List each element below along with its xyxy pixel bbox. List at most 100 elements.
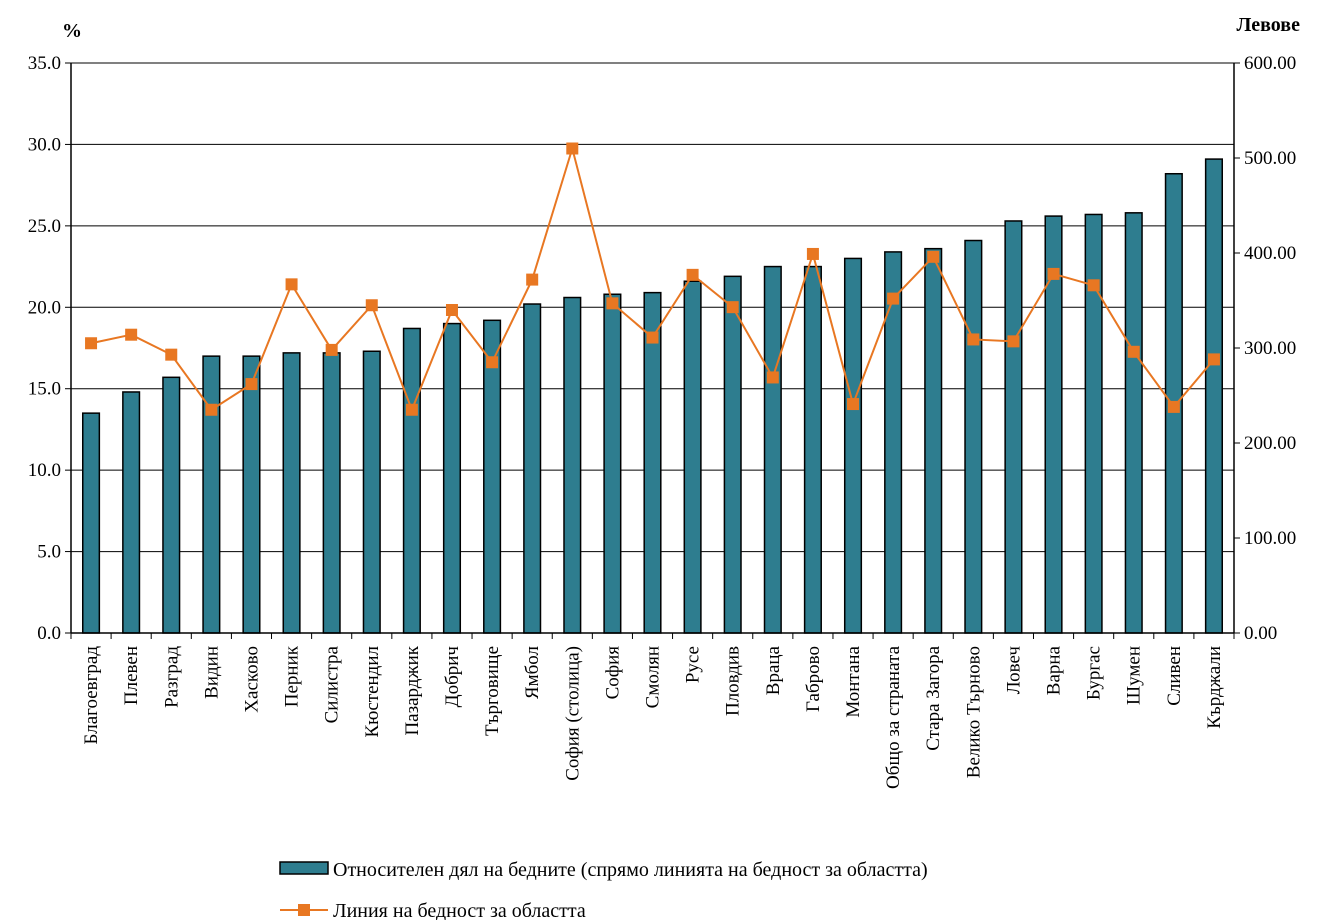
right-tick-label: 500.00 xyxy=(1244,148,1296,169)
line-point xyxy=(686,268,699,281)
category-label: София xyxy=(602,646,623,700)
line-point xyxy=(887,292,900,305)
category-label: София (столица) xyxy=(562,646,583,781)
right-axis-ticks: 0.00 100.00 200.00 300.00 400.00 500.00 600.00 xyxy=(1234,53,1296,644)
right-tick-label: 400.00 xyxy=(1244,243,1296,264)
left-tick-label: 0.0 xyxy=(37,623,61,644)
legend-item-line: Линия на бедност за областта xyxy=(280,900,586,920)
category-label: Благоевград xyxy=(81,646,102,745)
bar xyxy=(402,327,421,634)
line-point xyxy=(405,403,418,416)
category-label: Враца xyxy=(763,645,784,695)
bar xyxy=(843,257,863,634)
line-point xyxy=(85,337,98,350)
category-label: Хасково xyxy=(241,646,262,713)
line-point xyxy=(165,348,178,361)
category-label: Смолян xyxy=(643,646,664,708)
line-point xyxy=(566,142,579,155)
line-point xyxy=(847,398,860,411)
bar xyxy=(563,296,582,634)
line-point xyxy=(445,304,458,316)
category-label: Ловеч xyxy=(1003,646,1024,695)
bar xyxy=(884,251,903,634)
category-label: Русе xyxy=(683,646,704,683)
category-label: Търговище xyxy=(482,646,503,736)
line-point xyxy=(1167,400,1180,413)
category-label: Стара Загора xyxy=(923,645,944,750)
category-label: Общо за страната xyxy=(883,645,904,789)
right-tick-label: 300.00 xyxy=(1244,338,1296,359)
bar xyxy=(523,303,542,634)
bar xyxy=(803,265,822,634)
bar xyxy=(162,376,181,634)
line-point xyxy=(245,378,258,391)
bar-series xyxy=(82,158,1223,634)
left-tick-label: 25.0 xyxy=(28,216,61,237)
bar xyxy=(1124,212,1143,634)
bar xyxy=(122,391,141,634)
line-point xyxy=(205,403,218,416)
line-point xyxy=(1207,353,1220,366)
left-tick-label: 10.0 xyxy=(28,460,61,481)
bar xyxy=(1084,213,1103,634)
category-label: Плевен xyxy=(121,646,142,705)
category-label: Пловдив xyxy=(723,646,744,716)
legend-line-label: Линия на бедност за областта xyxy=(333,900,586,920)
bar xyxy=(82,412,101,634)
category-label: Кюстендил xyxy=(362,645,383,737)
line-point xyxy=(1087,279,1100,292)
category-label: Сливен xyxy=(1164,646,1185,706)
category-label: Габрово xyxy=(803,646,824,712)
line-point xyxy=(1007,335,1020,348)
legend-bar-swatch xyxy=(279,861,329,875)
bar xyxy=(1004,220,1023,634)
left-tick-label: 35.0 xyxy=(28,53,61,74)
bar xyxy=(442,322,462,634)
line-point xyxy=(967,333,980,346)
category-label: Пазарджик xyxy=(402,645,423,735)
bar xyxy=(683,280,702,634)
bar xyxy=(322,352,341,634)
bar xyxy=(282,352,301,634)
right-tick-label: 200.00 xyxy=(1244,433,1296,454)
line-point xyxy=(766,371,779,384)
category-label: Бургас xyxy=(1084,646,1105,700)
left-tick-label: 20.0 xyxy=(28,297,61,318)
legend: Относителен дял на бедните (спрямо линия… xyxy=(279,859,928,920)
line-series xyxy=(85,142,1220,416)
category-label: Видин xyxy=(201,646,222,699)
category-label: Добрич xyxy=(442,646,463,708)
bar xyxy=(202,355,221,634)
right-tick-label: 0.00 xyxy=(1244,623,1277,644)
category-label: Силистра xyxy=(322,645,343,723)
bar xyxy=(924,247,943,634)
left-axis-ticks: 0.0 5.0 10.0 15.0 20.0 25.0 30.0 35.0 xyxy=(28,53,71,644)
line-point xyxy=(806,247,819,260)
bar xyxy=(603,293,622,634)
line-point xyxy=(365,299,378,312)
line-point xyxy=(125,328,138,341)
category-labels: Благоевград Плевен Разград Видин Хасково Перн… xyxy=(81,645,1225,789)
left-tick-label: 15.0 xyxy=(28,379,61,400)
right-tick-label: 600.00 xyxy=(1244,53,1296,74)
line-point xyxy=(1047,267,1060,280)
line-point xyxy=(646,331,659,344)
line-point xyxy=(726,301,739,314)
left-tick-label: 5.0 xyxy=(37,542,61,563)
right-tick-label: 100.00 xyxy=(1244,528,1296,549)
left-axis-unit: % xyxy=(62,20,82,42)
left-tick-label: 30.0 xyxy=(28,134,61,155)
category-label: Кърджали xyxy=(1204,646,1225,729)
bar xyxy=(723,275,742,634)
line-point xyxy=(606,297,619,310)
category-label: Шумен xyxy=(1124,646,1145,705)
bar xyxy=(1204,158,1223,634)
right-axis-unit: Левове xyxy=(1237,14,1301,36)
legend-item-bars: Относителен дял на бедните (спрямо линия… xyxy=(279,859,928,881)
category-label: Велико Търново xyxy=(963,646,984,778)
bar xyxy=(763,265,782,634)
bar xyxy=(242,355,261,634)
category-label: Варна xyxy=(1044,645,1065,695)
legend-bar-label: Относителен дял на бедните (спрямо линия… xyxy=(333,859,928,881)
